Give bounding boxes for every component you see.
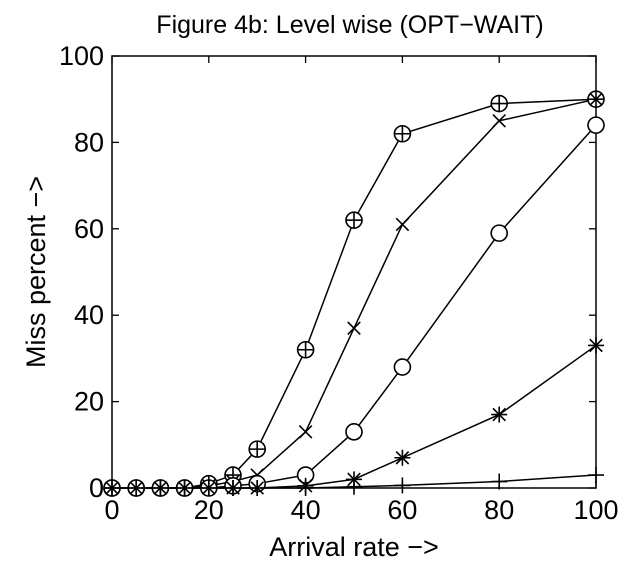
data-point-asterisk [394,449,411,466]
data-point-circle-plus [345,211,363,229]
marker-diag2 [298,425,313,439]
data-point-plus [394,477,411,494]
data-point-circle-plus [393,124,412,143]
x-tick-label: 80 [484,495,514,525]
data-point-plus [128,480,145,496]
marker-diag2 [492,113,507,128]
data-point-plus [152,480,169,496]
data-point-x [347,321,361,335]
data-point-plus [225,480,241,496]
data-point-x [298,425,313,439]
data-point-circle-plus [248,440,267,458]
data-point-asterisk [588,337,604,354]
marker-circle [587,116,605,134]
data-point-circle [393,358,412,376]
chart-title: Figure 4b: Level wise (OPT−WAIT) [156,11,543,39]
y-tick-label: 40 [74,300,104,330]
data-point-circle [587,116,605,134]
data-point-circle [345,423,363,441]
marker-circle [490,224,509,242]
data-point-plus [588,467,604,484]
series-markers [103,90,605,497]
data-point-plus [200,480,217,496]
data-point-circle-plus [490,94,509,113]
data-point-x [492,113,507,128]
x-tick-label: 40 [291,495,321,525]
data-point-plus [491,473,508,490]
marker-diag2 [589,92,603,107]
data-point-plus [249,480,266,496]
x-tick-label: 100 [573,495,618,525]
data-point-circle-plus [296,340,315,359]
series-line-asterisk [112,344,597,489]
y-tick-label: 20 [74,387,104,417]
marker-circle [345,423,363,441]
x-tick-label: 60 [387,495,417,525]
data-point-x [589,92,603,107]
data-point-plus [176,480,193,496]
data-point-plus [297,480,314,496]
data-point-x [395,217,410,232]
y-tick-label: 100 [59,41,104,71]
marker-diag2 [347,321,361,335]
marker-diag2 [395,217,410,232]
tick-labels: 0 20 40 60 80 100 0 20 40 60 80 100 [59,41,619,525]
data-point-asterisk [491,406,508,423]
data-point-plus [346,478,362,495]
data-point-circle [490,224,509,242]
marker-circle [393,358,412,376]
y-tick-label: 0 [89,473,104,503]
y-tick-label: 60 [74,214,104,244]
y-axis-label: Miss percent −> [21,176,51,368]
x-axis-label: Arrival rate −> [269,532,439,562]
x-tick-label: 0 [104,495,119,525]
y-tick-label: 80 [74,127,104,157]
x-tick-label: 20 [194,495,224,525]
data-point-plus [104,480,120,496]
